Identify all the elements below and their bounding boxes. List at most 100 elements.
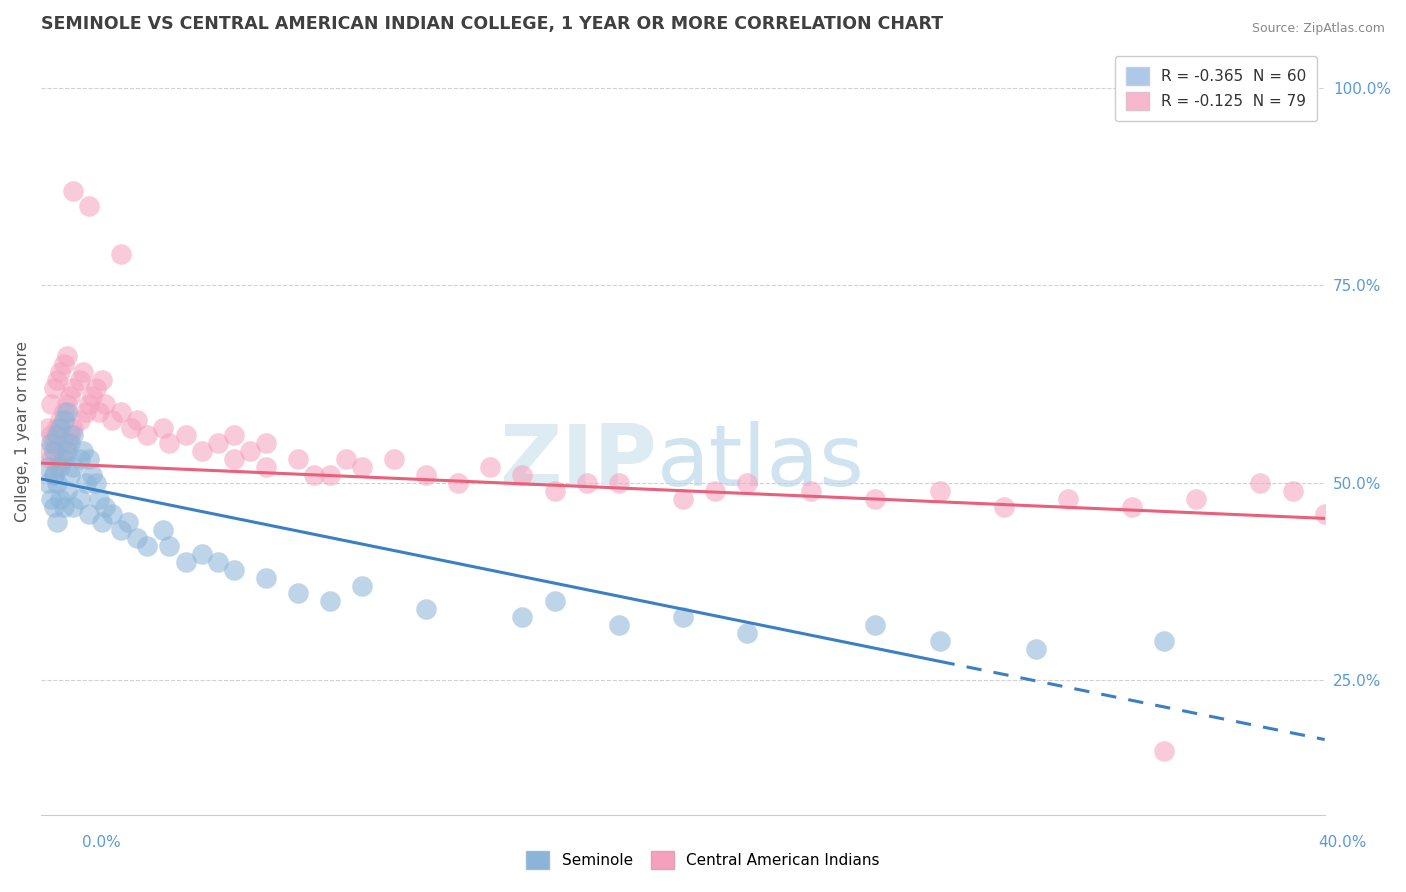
Point	[52, 500, 75, 514]
Point	[350, 578, 373, 592]
Point	[75, 405, 97, 419]
Point	[59, 467, 82, 482]
Point	[190, 444, 212, 458]
Point	[87, 405, 110, 419]
Point	[1281, 483, 1303, 498]
Point	[607, 475, 630, 490]
Point	[447, 475, 470, 490]
Point	[55, 350, 77, 364]
Point	[72, 444, 94, 458]
Point	[62, 381, 84, 395]
Point	[117, 516, 139, 530]
Point	[72, 365, 94, 379]
Point	[49, 460, 72, 475]
Point	[735, 626, 758, 640]
Point	[335, 452, 357, 467]
Point	[254, 460, 277, 475]
Point	[39, 491, 62, 506]
Point	[222, 452, 245, 467]
Point	[152, 523, 174, 537]
Point	[287, 452, 309, 467]
Point	[672, 491, 695, 506]
Point	[704, 483, 727, 498]
Point	[543, 483, 565, 498]
Point	[415, 467, 437, 482]
Point	[110, 523, 132, 537]
Point	[672, 610, 695, 624]
Point	[77, 199, 100, 213]
Point	[62, 460, 84, 475]
Point	[55, 405, 77, 419]
Point	[152, 420, 174, 434]
Point	[127, 412, 149, 426]
Point	[479, 460, 502, 475]
Point	[993, 500, 1015, 514]
Point	[77, 452, 100, 467]
Point	[62, 184, 84, 198]
Point	[287, 586, 309, 600]
Point	[42, 444, 65, 458]
Point	[207, 436, 229, 450]
Point	[928, 483, 950, 498]
Text: ZIP: ZIP	[499, 421, 657, 504]
Y-axis label: College, 1 year or more: College, 1 year or more	[15, 341, 30, 522]
Point	[110, 247, 132, 261]
Point	[1025, 641, 1047, 656]
Point	[1057, 491, 1080, 506]
Point	[37, 475, 59, 490]
Point	[382, 452, 405, 467]
Point	[159, 539, 181, 553]
Point	[1153, 744, 1175, 758]
Point	[55, 436, 77, 450]
Point	[49, 412, 72, 426]
Point	[120, 420, 142, 434]
Point	[39, 428, 62, 442]
Point	[512, 610, 534, 624]
Point	[136, 428, 159, 442]
Point	[46, 460, 69, 475]
Point	[55, 444, 77, 458]
Point	[82, 467, 104, 482]
Point	[46, 428, 69, 442]
Point	[94, 397, 117, 411]
Point	[69, 412, 91, 426]
Point	[865, 491, 887, 506]
Point	[62, 428, 84, 442]
Point	[159, 436, 181, 450]
Point	[928, 633, 950, 648]
Point	[254, 571, 277, 585]
Point	[91, 373, 114, 387]
Point	[49, 420, 72, 434]
Point	[42, 467, 65, 482]
Point	[100, 508, 122, 522]
Point	[190, 547, 212, 561]
Point	[55, 483, 77, 498]
Point	[1185, 491, 1208, 506]
Point	[42, 500, 65, 514]
Point	[222, 428, 245, 442]
Text: 0.0%: 0.0%	[82, 836, 121, 850]
Point	[222, 563, 245, 577]
Point	[415, 602, 437, 616]
Point	[52, 412, 75, 426]
Point	[543, 594, 565, 608]
Point	[82, 389, 104, 403]
Point	[84, 475, 107, 490]
Point	[62, 500, 84, 514]
Point	[59, 389, 82, 403]
Point	[575, 475, 598, 490]
Point	[69, 491, 91, 506]
Point	[1250, 475, 1272, 490]
Point	[49, 365, 72, 379]
Point	[37, 460, 59, 475]
Point	[174, 428, 197, 442]
Point	[49, 491, 72, 506]
Point	[39, 436, 62, 450]
Point	[52, 444, 75, 458]
Point	[735, 475, 758, 490]
Point	[91, 516, 114, 530]
Point	[94, 500, 117, 514]
Point	[42, 467, 65, 482]
Legend: Seminole, Central American Indians: Seminole, Central American Indians	[520, 845, 886, 875]
Point	[319, 594, 342, 608]
